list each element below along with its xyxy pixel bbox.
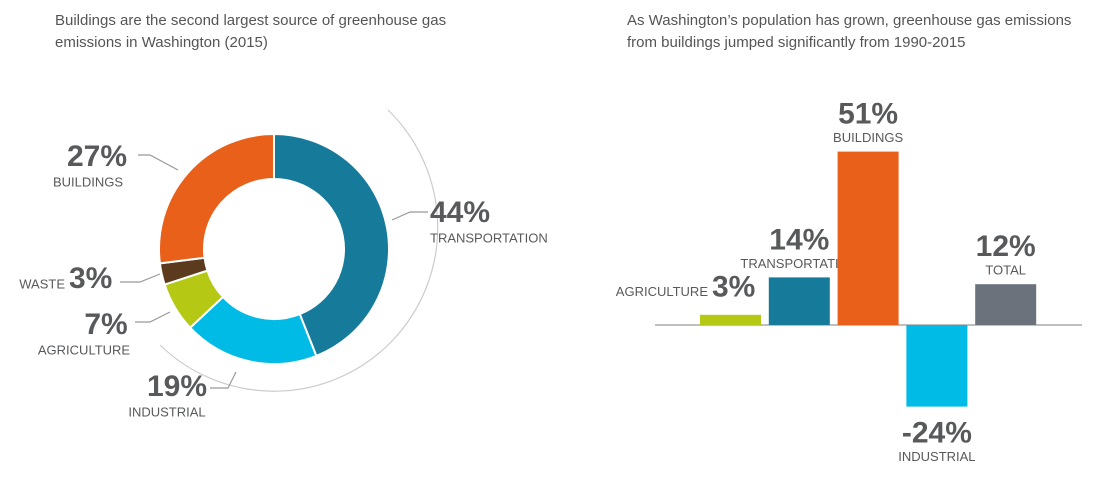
bar-title: As Washington’s population has grown, gr…: [627, 12, 1072, 51]
leader-line: [210, 371, 237, 389]
value-label: 3%: [69, 262, 112, 295]
category-label: TRANSPORTATION: [430, 230, 548, 245]
value-label: 12%: [976, 230, 1036, 263]
category-label: BUILDINGS: [833, 130, 903, 145]
category-label: TOTAL: [985, 263, 1026, 278]
category-label: BUILDINGS: [53, 174, 123, 189]
value-label: 27%: [67, 140, 127, 173]
bar: [837, 151, 899, 325]
category-label: INDUSTRIAL: [898, 449, 975, 464]
bar: [768, 277, 830, 325]
value-label: 14%: [769, 223, 829, 256]
value-label: 19%: [147, 370, 207, 403]
category-label: TRANSPORTATION: [740, 256, 858, 271]
leader-line: [391, 211, 428, 221]
bar: [975, 284, 1037, 325]
leader-line: [120, 273, 161, 283]
category-label: AGRICULTURE: [616, 284, 709, 299]
value-label: 44%: [430, 196, 490, 229]
value-label: 51%: [838, 98, 898, 131]
category-label: INDUSTRIAL: [128, 404, 205, 419]
value-label: 3%: [712, 271, 755, 304]
bar: [906, 325, 968, 407]
category-label: AGRICULTURE: [38, 342, 131, 357]
category-label: WASTE: [19, 276, 65, 291]
value-label: 7%: [84, 308, 127, 341]
leader-line: [135, 311, 171, 323]
donut-slice: [273, 132, 390, 358]
leader-line: [138, 154, 179, 171]
donut-slice: [158, 132, 275, 265]
bar: [700, 314, 761, 325]
value-label: -24%: [902, 417, 972, 450]
pie-title: Buildings are the second largest source …: [55, 12, 447, 51]
outer-ring: [159, 109, 439, 392]
